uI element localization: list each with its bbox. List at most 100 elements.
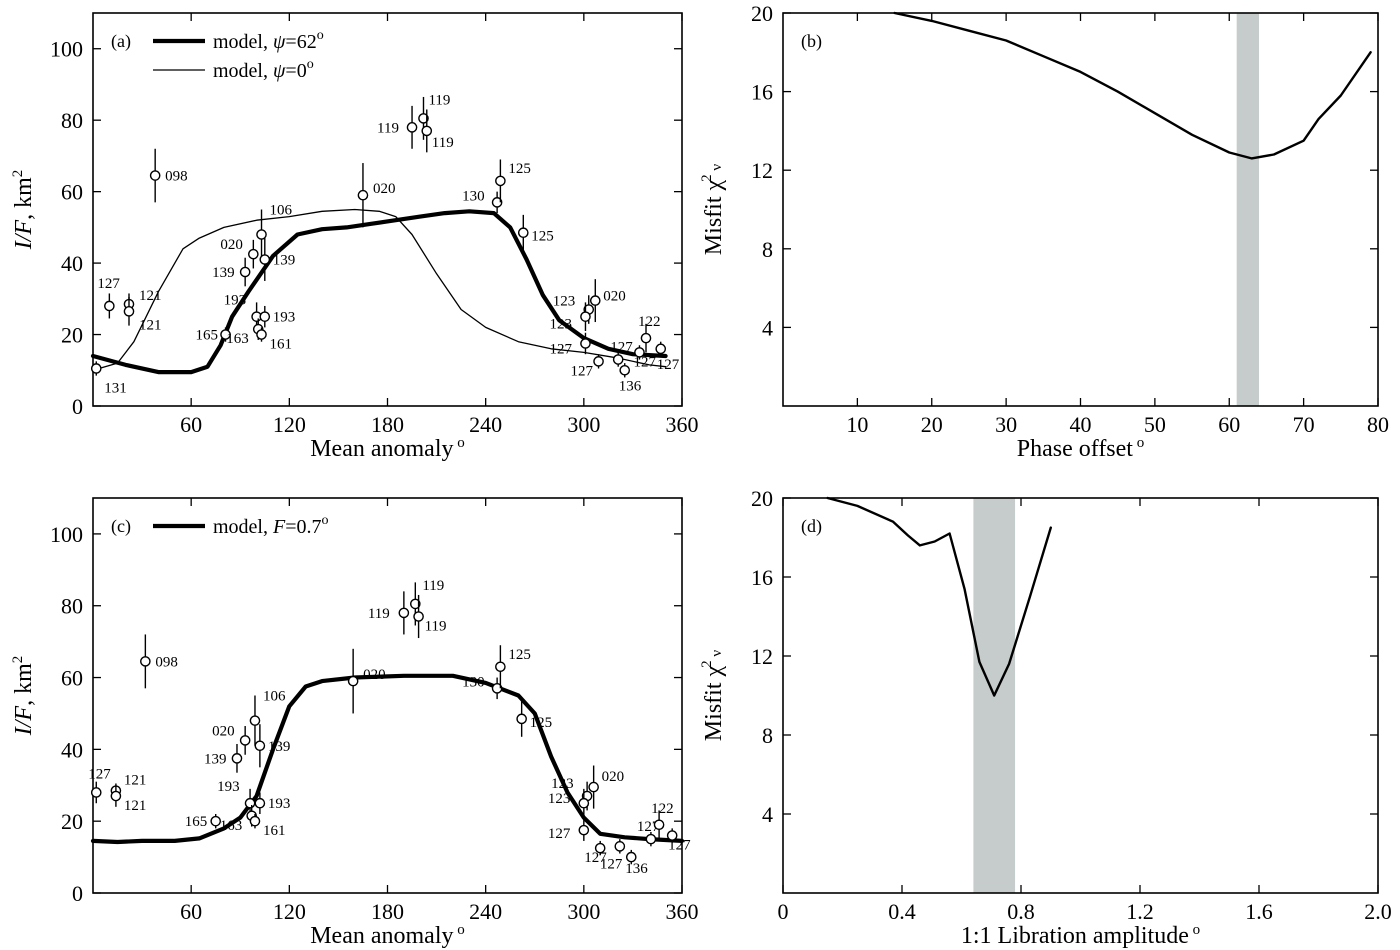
y-tick-label: 12 <box>751 158 773 183</box>
x-tick-label: 10 <box>846 412 868 437</box>
y-axis-label: Misfit χ2 ν <box>699 650 727 742</box>
point-label: 119 <box>425 619 447 635</box>
x-axis-label-sup: o <box>454 922 465 938</box>
data-marker <box>249 815 261 827</box>
x-tick-label: 240 <box>469 412 502 437</box>
data-marker <box>410 598 421 610</box>
series-line <box>826 496 1053 697</box>
x-tick-label: 300 <box>567 899 600 924</box>
x-axis-label-text: Mean anomaly <box>310 923 453 949</box>
point-label: 121 <box>139 288 162 304</box>
data-marker <box>594 842 606 854</box>
series-line <box>893 11 1372 160</box>
series-line <box>92 208 667 371</box>
data-marker <box>254 740 266 752</box>
y-axis-label-italic: I/F <box>11 220 37 251</box>
point-label: 020 <box>212 723 235 739</box>
point-label: 127 <box>668 838 691 854</box>
x-tick-label: 120 <box>273 412 306 437</box>
data-point: 161 <box>256 327 293 353</box>
data-marker <box>653 819 665 831</box>
point-label: 193 <box>224 293 247 309</box>
point-label: 130 <box>462 188 485 204</box>
y-tick-label: 20 <box>751 1 773 26</box>
legend-text: model, F=0.7o <box>213 513 329 538</box>
y-tick-label: 0 <box>72 394 83 419</box>
y-axis-label-italic: I/F <box>11 706 37 737</box>
data-marker <box>347 675 359 687</box>
x-axis-label: Mean anomaly o <box>310 435 465 462</box>
point-label: 119 <box>432 135 454 151</box>
point-label: 121 <box>124 773 146 789</box>
y-axis-label-sup: 2 <box>10 656 26 664</box>
point-label: 127 <box>548 826 571 842</box>
point-label: 131 <box>104 380 127 396</box>
data-point: 122 <box>638 314 661 353</box>
point-label: 020 <box>220 237 243 253</box>
data-marker <box>421 125 433 137</box>
data-marker <box>220 329 231 340</box>
x-tick-label: 30 <box>995 412 1017 437</box>
plot-frame <box>782 497 1379 894</box>
data-marker <box>495 661 506 673</box>
y-axis-label-text: Misfit χ <box>701 666 727 742</box>
point-label: 121 <box>139 317 162 333</box>
data-point: 098 <box>140 634 178 689</box>
y-tick-label: 16 <box>751 80 773 105</box>
data-point: 127 <box>584 840 607 866</box>
data-marker <box>491 197 503 208</box>
y-tick-label: 0 <box>72 881 83 906</box>
data-point: 125 <box>495 645 531 689</box>
point-label: 119 <box>428 92 450 108</box>
data-point: 106 <box>256 203 293 260</box>
legend-text-italic: F <box>272 516 286 538</box>
point-label: 119 <box>422 578 444 594</box>
data-marker <box>259 311 271 322</box>
x-tick-label: 0.4 <box>888 899 916 924</box>
point-label: 125 <box>508 161 531 177</box>
point-label: 127 <box>584 850 607 866</box>
point-label: 098 <box>165 169 188 185</box>
data-marker <box>614 841 626 852</box>
panel-d: 0 0.4 0.8 1.2 1.6 2.0 4 8 12 16 20 1:1 Libration am… <box>699 486 1392 949</box>
legend-text-post: =0.7 <box>285 516 321 538</box>
point-label: 020 <box>602 769 625 785</box>
data-marker <box>256 229 267 240</box>
data-marker <box>612 354 624 365</box>
y-tick-label: 8 <box>762 723 773 748</box>
data-point: 127 <box>600 839 626 872</box>
point-label: 136 <box>619 378 642 394</box>
x-tick-label: 50 <box>1144 412 1166 437</box>
data-point: 136 <box>619 363 642 394</box>
point-label: 139 <box>212 265 235 281</box>
panel-label: (a) <box>111 31 131 52</box>
data-point: 020 <box>347 648 386 714</box>
point-label: 106 <box>263 689 286 705</box>
x-axis-label-sup: o <box>1189 922 1200 938</box>
legend-text-pre: model, <box>213 31 273 53</box>
legend-text-post: =0 <box>285 60 306 82</box>
point-label: 127 <box>633 354 656 370</box>
data-point: 131 <box>90 361 127 396</box>
data-point: 020 <box>212 723 251 755</box>
point-label: 127 <box>610 340 633 356</box>
data-marker <box>413 611 424 622</box>
data-point: 125 <box>495 159 531 203</box>
point-label: 121 <box>124 798 146 814</box>
data-point: 020 <box>357 163 395 228</box>
data-point: 125 <box>517 214 554 251</box>
x-tick-label: 60 <box>180 412 202 437</box>
y-tick-label: 12 <box>751 644 773 669</box>
y-tick-label: 40 <box>61 251 83 276</box>
point-label: 130 <box>462 674 485 690</box>
point-label: 161 <box>270 337 293 353</box>
point-label: 119 <box>368 606 390 622</box>
data-point: 161 <box>249 814 285 839</box>
data-marker <box>231 753 243 764</box>
x-tick-label: 120 <box>273 899 306 924</box>
point-label: 122 <box>638 314 661 330</box>
series-line <box>90 209 668 375</box>
data-marker <box>491 683 503 694</box>
